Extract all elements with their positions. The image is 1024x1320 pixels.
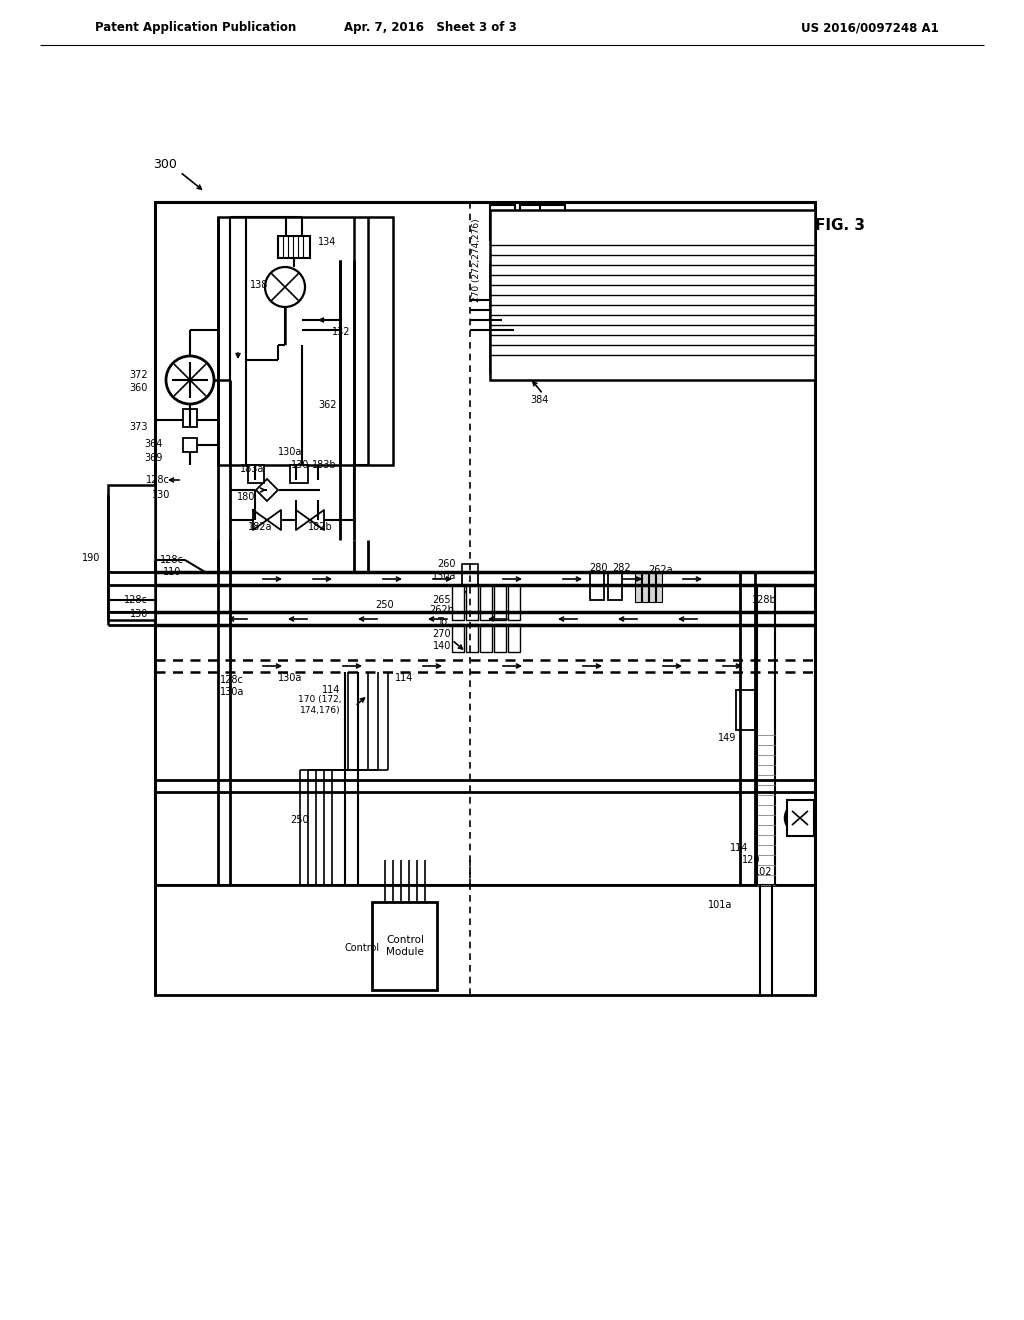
- Text: 270: 270: [433, 630, 452, 639]
- Text: 149: 149: [718, 733, 736, 743]
- Bar: [183, 409, 197, 426]
- Text: 130a: 130a: [432, 572, 456, 581]
- Text: 128c: 128c: [160, 554, 184, 565]
- Text: Control
Module: Control Module: [386, 935, 424, 957]
- Bar: [278, 236, 310, 257]
- Text: Apr. 7, 2016   Sheet 3 of 3: Apr. 7, 2016 Sheet 3 of 3: [344, 21, 516, 34]
- Bar: [480, 585, 492, 620]
- Text: 130: 130: [130, 609, 148, 619]
- Bar: [462, 564, 478, 572]
- Text: 260: 260: [437, 558, 456, 569]
- Bar: [642, 572, 648, 602]
- Text: 190: 190: [82, 553, 100, 564]
- Text: 134: 134: [318, 238, 336, 247]
- Bar: [108, 495, 155, 615]
- Text: 360: 360: [130, 383, 148, 393]
- Text: 183b: 183b: [312, 459, 337, 470]
- Bar: [736, 690, 755, 730]
- Text: 114: 114: [395, 673, 414, 682]
- Circle shape: [166, 356, 214, 404]
- Bar: [490, 261, 610, 372]
- Text: 130a: 130a: [220, 686, 245, 697]
- Bar: [490, 210, 815, 380]
- Text: 170 (172,
174,176): 170 (172, 174,176): [298, 696, 342, 714]
- Text: 280: 280: [589, 564, 607, 573]
- Bar: [520, 205, 545, 240]
- Bar: [372, 902, 437, 990]
- Text: 128c: 128c: [220, 675, 244, 685]
- Text: 138: 138: [250, 280, 268, 290]
- Text: 114: 114: [730, 843, 748, 853]
- Text: 384: 384: [530, 395, 549, 405]
- Text: 120: 120: [741, 855, 760, 865]
- Circle shape: [785, 803, 815, 833]
- Bar: [466, 585, 478, 620]
- Text: 262a: 262a: [648, 565, 673, 576]
- Bar: [218, 216, 393, 465]
- Text: 130: 130: [291, 459, 309, 470]
- Bar: [502, 272, 598, 360]
- Text: US 2016/0097248 A1: US 2016/0097248 A1: [801, 21, 939, 34]
- Bar: [787, 800, 814, 836]
- Text: 250: 250: [376, 601, 394, 610]
- Bar: [494, 624, 506, 652]
- Bar: [108, 484, 155, 620]
- Bar: [290, 465, 308, 483]
- Text: 132: 132: [332, 327, 350, 337]
- Text: 110: 110: [163, 568, 181, 577]
- Text: 262b: 262b: [429, 605, 455, 615]
- Text: 362: 362: [318, 400, 337, 411]
- Bar: [183, 438, 197, 451]
- Bar: [590, 572, 604, 601]
- Bar: [248, 465, 264, 483]
- Text: 101a: 101a: [708, 900, 732, 909]
- Text: 300: 300: [153, 158, 177, 172]
- Text: Control: Control: [344, 942, 380, 953]
- Text: 114: 114: [322, 685, 340, 696]
- Text: 270 (272,274,276): 270 (272,274,276): [471, 218, 480, 302]
- Bar: [508, 585, 520, 620]
- Circle shape: [265, 267, 305, 308]
- Text: 130a: 130a: [278, 447, 302, 457]
- Text: 364: 364: [144, 440, 163, 449]
- Bar: [635, 572, 641, 602]
- Bar: [508, 624, 520, 652]
- Bar: [155, 884, 815, 995]
- Bar: [608, 572, 622, 601]
- Text: 265: 265: [433, 595, 452, 605]
- Polygon shape: [256, 479, 278, 502]
- Text: 372: 372: [129, 370, 148, 380]
- Text: 128b: 128b: [752, 595, 777, 605]
- Text: 128c: 128c: [124, 595, 148, 605]
- Bar: [466, 624, 478, 652]
- Text: 182a: 182a: [248, 521, 272, 532]
- Text: 182b: 182b: [308, 521, 333, 532]
- Text: 130a: 130a: [278, 673, 302, 682]
- Text: Patent Application Publication: Patent Application Publication: [95, 21, 296, 34]
- Bar: [490, 205, 515, 240]
- Text: 183a: 183a: [240, 465, 264, 474]
- Bar: [462, 572, 478, 591]
- Bar: [480, 624, 492, 652]
- Text: FIG. 3: FIG. 3: [815, 218, 865, 232]
- Text: 102: 102: [754, 867, 772, 876]
- Text: 140: 140: [433, 642, 452, 651]
- Bar: [757, 585, 775, 884]
- Text: 250: 250: [291, 814, 309, 825]
- Text: 130: 130: [152, 490, 170, 500]
- Bar: [656, 572, 662, 602]
- Text: 128c: 128c: [146, 475, 170, 484]
- Text: 282: 282: [612, 564, 632, 573]
- Bar: [540, 205, 565, 240]
- Bar: [494, 585, 506, 620]
- Text: 180: 180: [237, 492, 255, 502]
- Bar: [452, 624, 464, 652]
- Text: 369: 369: [144, 453, 163, 463]
- Bar: [155, 202, 815, 884]
- Bar: [452, 585, 464, 620]
- Text: 373: 373: [129, 422, 148, 432]
- Bar: [649, 572, 655, 602]
- Bar: [514, 282, 586, 348]
- Text: To: To: [437, 616, 447, 627]
